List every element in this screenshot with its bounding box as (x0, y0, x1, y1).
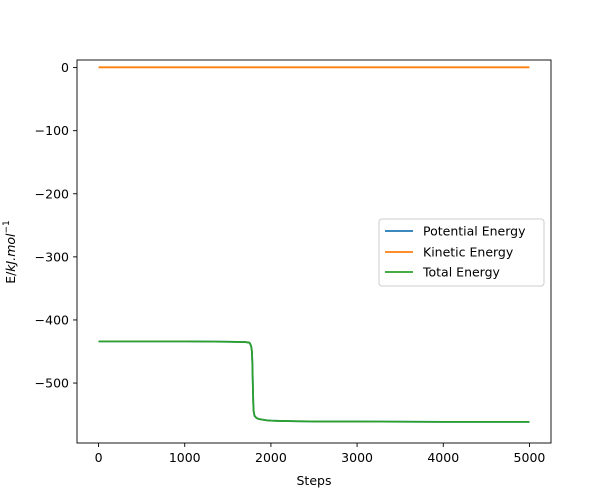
legend-label-potential: Potential Energy (423, 224, 526, 239)
y-tick-label: 0 (61, 60, 69, 75)
legend-label-kinetic: Kinetic Energy (423, 245, 514, 260)
y-axis: 0 −100 −200 −300 −400 −500 (35, 60, 77, 391)
legend: Potential Energy Kinetic Energy Total En… (378, 218, 545, 287)
legend-box (378, 218, 545, 287)
y-axis-label: E/kJ.mol−1 (2, 220, 18, 284)
plot-frame (76, 59, 552, 444)
x-axis: 0 1000 2000 3000 4000 5000 (95, 443, 546, 465)
x-tick-label: 3000 (341, 450, 373, 465)
series-layer (98, 66, 530, 423)
y-tick-label: −100 (35, 123, 69, 138)
y-tick-label: −200 (35, 186, 69, 201)
x-tick-label: 4000 (427, 450, 459, 465)
x-tick-label: 2000 (255, 450, 287, 465)
y-tick-label: −300 (35, 249, 69, 264)
x-tick-label: 0 (95, 450, 103, 465)
y-axis-label-main: E/ (3, 271, 18, 284)
y-axis-label-exponent: −1 (2, 220, 12, 233)
y-tick-label: −500 (35, 376, 69, 391)
series-line-total-energy (98, 340, 530, 423)
x-axis-label: Steps (297, 473, 332, 488)
y-tick-label: −400 (35, 312, 69, 327)
legend-label-total: Total Energy (422, 265, 501, 280)
y-axis-label-unit: kJ.mol (3, 233, 18, 272)
x-tick-label: 5000 (514, 450, 546, 465)
x-tick-label: 1000 (169, 450, 201, 465)
